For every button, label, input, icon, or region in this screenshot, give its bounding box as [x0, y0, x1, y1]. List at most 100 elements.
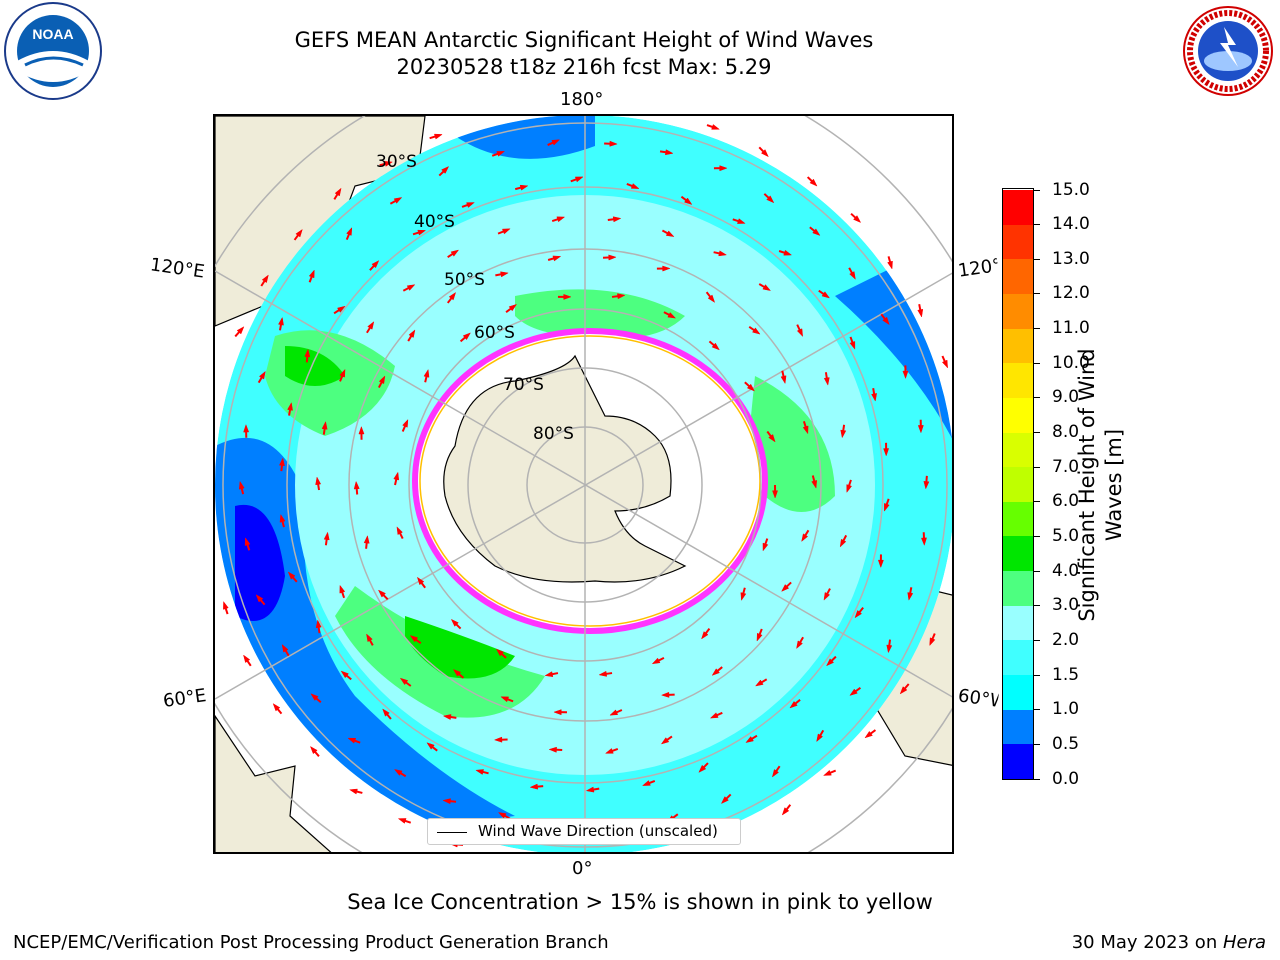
wave-arrow-head [442, 714, 452, 720]
wave-arrow-head [272, 703, 281, 712]
wave-arrow-head [434, 133, 443, 140]
land-australia [215, 116, 426, 327]
wave-arrow-head [258, 370, 266, 380]
colorbar-segment [1003, 535, 1033, 572]
wave-arrow-head [651, 657, 661, 665]
colorbar-tick [1034, 501, 1040, 503]
wave-arrow-head [574, 176, 584, 183]
wave-arrow-head [630, 183, 640, 189]
land-antarctica [443, 354, 687, 583]
footer-date-text: 30 May 2023 on [1071, 932, 1223, 953]
colorbar-tick-label: 15.0 [1052, 179, 1090, 200]
colorbar-tick-label: 8.0 [1052, 422, 1080, 443]
wave-arrow-head [529, 783, 539, 790]
colorbar-tick-label: 13.0 [1052, 248, 1090, 269]
wave-arrow-head [279, 457, 285, 467]
lat-label-70s: 70°S [503, 375, 544, 395]
wave-arrow-head [781, 584, 790, 592]
wave-arrow-head [816, 733, 824, 743]
wave-arrow-head [665, 230, 675, 237]
wave-arrow-head [409, 635, 419, 643]
noaa-logo: NOAA [4, 2, 102, 100]
wave-arrow-head [796, 328, 803, 338]
colorbar-tick [1034, 639, 1040, 641]
lat-label-30s: 30°S [376, 152, 417, 172]
wave-arrow-head [780, 375, 787, 385]
lat-label-50s: 50°S [444, 270, 485, 290]
colorbar-tick-label: 4.0 [1052, 560, 1080, 581]
wave-arrow-head [337, 305, 346, 313]
wave-arrow-head [746, 383, 755, 392]
map-legend: Wind Wave Direction (unscaled) [427, 818, 741, 845]
very-low-wave-patch [235, 504, 285, 621]
wave-arrow-head [382, 708, 390, 717]
wave-arrow-head [762, 284, 772, 291]
wave-arrow-head [281, 643, 289, 653]
colorbar-title-line-1: Significant Height of Wind [1075, 348, 1099, 622]
wave-arrow-head [310, 693, 319, 701]
wave-arrow-head [377, 589, 386, 598]
lon-label-0: 0° [572, 858, 593, 879]
wave-arrow-head [243, 424, 250, 433]
noaa-wordmark: NOAA [32, 26, 73, 42]
colorbar-tick [1034, 189, 1040, 191]
colorbar-tick-label: 0.0 [1052, 768, 1080, 789]
wave-arrow-head [261, 274, 269, 283]
wave-arrow-head [796, 640, 803, 650]
wave-arrow-head [718, 250, 728, 257]
colorbar-tick-label: 12.0 [1052, 283, 1090, 304]
wave-arrow-head [711, 668, 720, 676]
colorbar-tick-label: 2.0 [1052, 629, 1080, 650]
wave-arrow-head [701, 631, 709, 640]
wave-arrow-head [393, 197, 403, 204]
wave-arrow-head [929, 637, 936, 647]
wave-arrow-head [497, 812, 507, 819]
nws-logo [1183, 6, 1273, 96]
wave-arrow-head [244, 537, 251, 546]
wave-arrow-head [737, 218, 746, 224]
colorbar-segment [1003, 605, 1033, 641]
wave-arrow-head [279, 513, 286, 523]
lon-label-180: 180° [560, 89, 604, 110]
wave-arrow-head [719, 165, 728, 172]
wave-arrow-head [907, 592, 914, 601]
wave-arrow-head [882, 316, 890, 326]
sea-ice-edge-yellow [419, 335, 761, 627]
wave-arrow-head [941, 359, 948, 369]
wave-arrow-head [393, 769, 403, 776]
wave-arrow-head [378, 375, 386, 385]
colorbar [1002, 188, 1034, 780]
polar-map [215, 116, 952, 852]
wave-arrow-head [752, 327, 761, 335]
wave-arrow-head [822, 769, 832, 776]
wave-arrow-head [346, 227, 353, 236]
lon-label-60e: 60°E [161, 685, 208, 712]
wave-arrow-head [339, 584, 346, 594]
wave-arrow-head [223, 600, 229, 610]
wave-arrow-head [563, 293, 572, 300]
lat-label-60s: 60°S [474, 323, 515, 343]
colorbar-tick [1034, 224, 1040, 226]
wave-arrow-head [462, 332, 471, 341]
wave-arrow-head [278, 316, 284, 326]
wave-arrow-head [287, 402, 293, 411]
colorbar-tick [1034, 432, 1040, 434]
colorbar-tick [1034, 535, 1040, 537]
wave-arrow-head [475, 769, 484, 775]
colorbar-tick [1034, 605, 1040, 607]
wave-arrow-head [711, 342, 720, 351]
wave-arrow-head [917, 425, 924, 434]
wave-arrow-head [698, 764, 707, 773]
colorbar-tick [1034, 570, 1040, 572]
wave-arrow-head [612, 216, 622, 223]
colorbar-tick-label: 10.0 [1052, 352, 1090, 373]
colorbar-segment [1003, 743, 1033, 779]
wave-arrow-head [762, 542, 769, 552]
wave-arrow-head [772, 490, 778, 499]
wave-arrow-head [884, 503, 890, 512]
wave-arrow-head [500, 696, 510, 703]
peak-wave-patch-2 [285, 346, 345, 386]
map-panel [213, 114, 954, 854]
wave-arrow-head [502, 228, 511, 235]
colorbar-segment [1003, 293, 1033, 329]
